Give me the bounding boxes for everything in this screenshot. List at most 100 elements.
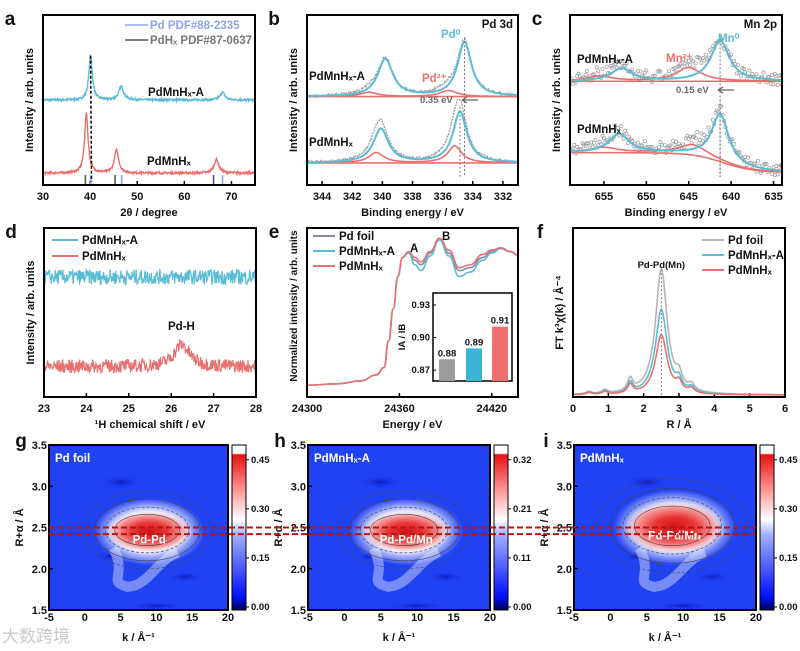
raw-data-point: [699, 131, 704, 136]
x-tick-label: 5: [378, 612, 384, 624]
x-axis-label: k / Å⁻¹: [649, 631, 682, 644]
plot-frame: [43, 227, 257, 398]
series-label: PdMnHₓ: [577, 124, 622, 136]
x-tick-label: -5: [303, 612, 313, 624]
ft-curve-1: [573, 308, 785, 396]
inset-y-tick-label: 0.93: [412, 300, 431, 311]
x-tick-label: 334: [464, 191, 483, 203]
colorbar-tick-label: 0.00: [779, 602, 798, 613]
raw-data-point: [650, 144, 654, 149]
raw-data-point: [740, 65, 745, 70]
low-intensity-region: [358, 475, 403, 489]
component-label: Pd⁰: [441, 28, 461, 41]
y-tick-label: 3.0: [291, 481, 306, 493]
x-tick-label: 5: [118, 612, 124, 624]
raw-data-point: [570, 81, 575, 86]
xrd-curve-1: [43, 112, 255, 177]
inset-bar: [439, 359, 455, 381]
colorbar-tick-label: 0.30: [779, 504, 798, 515]
raw-data-point: [696, 141, 701, 146]
raw-data-point: [770, 171, 775, 176]
y-tick-label: 3.5: [291, 440, 306, 452]
raw-data-point: [572, 142, 577, 147]
raw-data-point: [596, 69, 601, 74]
main-component-fit: [570, 112, 782, 172]
y-axis-label: Intensity / arb. units: [24, 48, 36, 152]
x-tick-label: 342: [343, 191, 361, 203]
y-tick-label: 1.5: [557, 605, 572, 617]
x-tick-label: 1: [605, 403, 611, 415]
plot-area: [49, 445, 228, 610]
plot-area: [570, 35, 782, 177]
raw-data-point: [611, 60, 616, 65]
core-level-label: Pd 3d: [482, 19, 513, 31]
raw-data-point: [580, 141, 585, 146]
y-axis-label: FT k³χ(k) / Å⁻⁴: [553, 275, 566, 349]
y-tick-label: 3.5: [557, 440, 572, 452]
x-axis-label: 2θ / degree: [120, 207, 177, 219]
x-axis-label: Binding energy / eV: [625, 207, 728, 219]
heatmap-sample-label: Pd foil: [55, 453, 90, 465]
x-tick-label: 25: [123, 403, 135, 415]
series-label: PdMnHₓ-A: [309, 71, 365, 83]
raw-data-point: [575, 145, 580, 149]
legend-label: PdMnHₓ-A: [728, 250, 784, 262]
x-tick-label: 15: [713, 612, 725, 624]
x-tick-label: 0: [570, 403, 576, 415]
x-axis-label: ¹H chemical shift / eV: [95, 419, 206, 431]
raw-data-point: [707, 48, 712, 53]
heatmap-center-label: Pd-Pd/Mn: [380, 535, 433, 547]
raw-data-point: [754, 72, 759, 77]
legend-label: PdMnHₓ: [339, 261, 384, 273]
x-tick-label: -5: [44, 612, 54, 624]
colorbar-tick-label: 0.15: [779, 553, 798, 564]
x-tick-label: 0: [607, 612, 613, 624]
y-tick-label: 2.5: [32, 523, 47, 535]
inset-bar-value: 0.91: [491, 316, 510, 327]
low-intensity-region: [167, 572, 203, 582]
x-tick-label: 24360: [384, 403, 415, 415]
raw-data-point: [681, 57, 686, 62]
x-tick-label: 70: [225, 191, 237, 203]
x-tick-label: 336: [433, 191, 451, 203]
inset-bar: [492, 326, 508, 381]
x-tick-label: 10: [150, 612, 162, 624]
contour-line: [93, 498, 201, 562]
component-label: Pd²⁺: [422, 73, 447, 85]
peak-annotation: Pd-H: [168, 321, 195, 333]
heatmap-sample-label: PdMnHₓ-A: [314, 453, 370, 465]
raw-data-point: [775, 83, 780, 87]
nmr-curve-1: [44, 339, 256, 375]
inset-bar-value: 0.89: [465, 337, 484, 348]
raw-data-point: [780, 162, 782, 167]
raw-data-point: [693, 61, 698, 66]
raw-data-point: [642, 139, 647, 144]
main-component-fit: [570, 39, 782, 82]
raw-data-point: [594, 65, 599, 70]
raw-data-point: [761, 162, 766, 167]
raw-data-point: [640, 143, 645, 148]
component-label: Mn²⁺: [666, 53, 693, 65]
raw-data-point: [739, 73, 743, 78]
raw-data-point: [695, 55, 700, 60]
x-tick-label: 40: [84, 191, 96, 203]
raw-data-point: [698, 138, 702, 142]
plot-area: [307, 37, 518, 177]
raw-data-point: [771, 165, 776, 170]
x-axis-label: Binding energy / eV: [361, 207, 464, 219]
y-tick-label: 3.0: [32, 481, 47, 493]
x-tick-label: 20: [222, 612, 234, 624]
contour-line: [609, 487, 736, 564]
contour-line: [348, 498, 460, 562]
raw-data-point: [635, 140, 640, 145]
raw-data-point: [675, 64, 680, 69]
raw-data-point: [710, 117, 715, 122]
ft-curve-2: [573, 333, 785, 396]
colorbar-tick-label: 0.32: [513, 455, 532, 466]
raw-data-point: [623, 128, 628, 133]
shift-arrow-icon: [717, 86, 734, 94]
colorbar-tick-label: 0.00: [251, 602, 270, 613]
peak-shift-dashed-line: [89, 55, 93, 182]
contour-line: [82, 490, 212, 570]
